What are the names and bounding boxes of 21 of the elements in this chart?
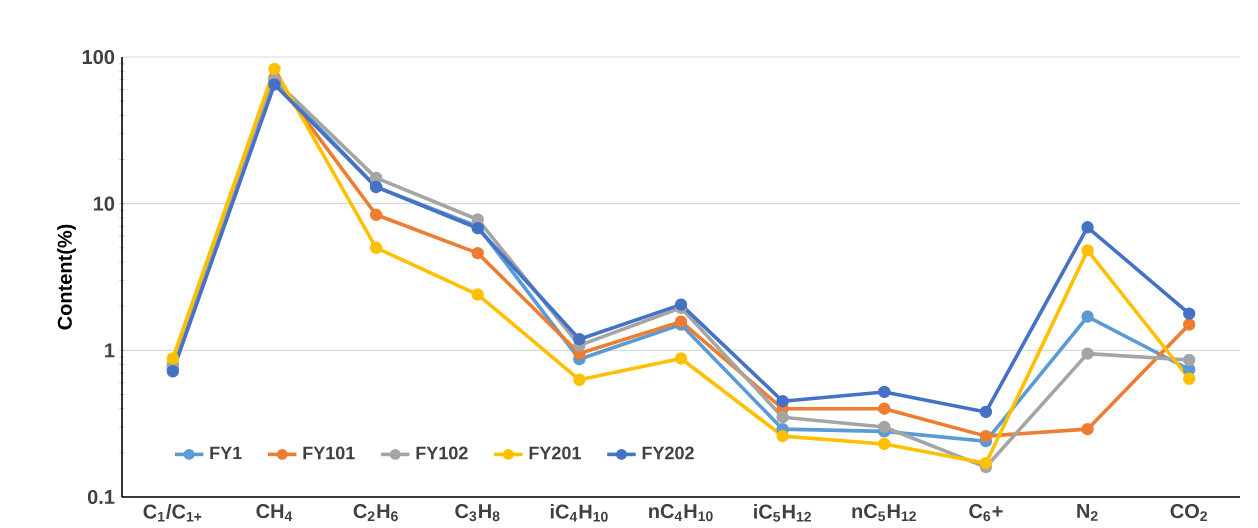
x-tick-label: CO$_{2}$ [1170, 504, 1208, 522]
y-tick-label: 100 [82, 49, 115, 65]
y-tick-label: 0.1 [87, 489, 115, 505]
legend-label: FY202 [642, 446, 694, 460]
y-axis-title: Content(%) [57, 224, 76, 330]
y-tick-label: 10 [93, 196, 115, 211]
x-tick-label: C$_{3}$H$_{8}$ [455, 504, 500, 522]
x-tick-label: iC$_{4}$H$_{10}$ [550, 504, 608, 522]
x-tick-label: C$_{6}$+ [969, 504, 1003, 522]
legend-label: FY101 [303, 446, 355, 460]
x-tick-label: C$_{2}$H$_{6}$ [353, 504, 398, 522]
x-tick-label: nC$_{5}$H$_{12}$ [852, 504, 916, 522]
x-tick-label: CH$_{4}$ [256, 504, 293, 522]
legend-label: FY1 [210, 446, 242, 460]
x-tick-label: iC$_{5}$H$_{12}$ [754, 504, 811, 522]
y-tick-label: 1 [105, 343, 115, 358]
legend-label: FY201 [529, 446, 581, 460]
x-tick-label: C$_{1}$/C$_{1+}$ [143, 504, 202, 522]
x-tick-label: N$_{2}$ [1077, 504, 1098, 521]
x-tick-label: nC$_{4}$H$_{10}$ [649, 504, 713, 522]
legend-label: FY102 [416, 446, 468, 460]
